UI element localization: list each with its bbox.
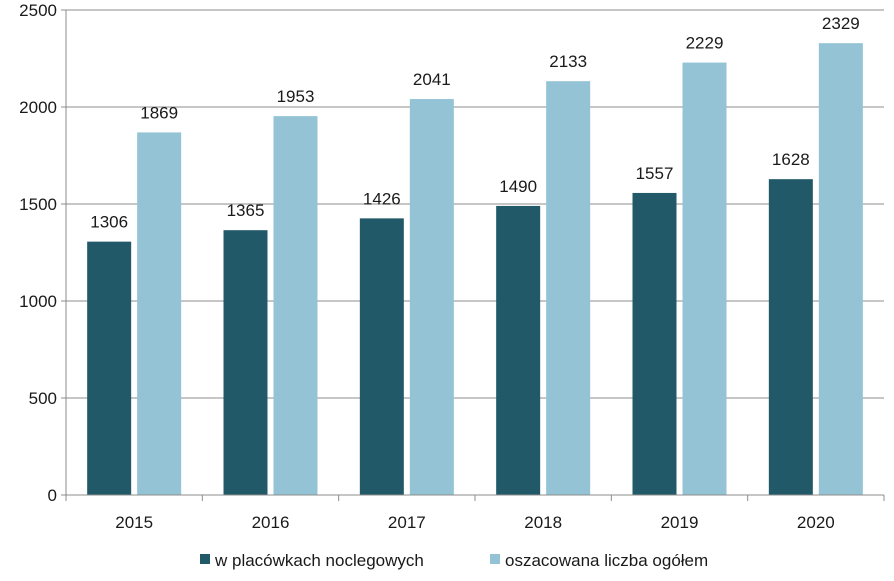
bar xyxy=(223,230,268,495)
bar xyxy=(818,43,863,495)
y-tick-label: 500 xyxy=(29,389,57,408)
data-label: 1953 xyxy=(277,87,315,106)
bar xyxy=(409,99,454,496)
y-tick-label: 1000 xyxy=(19,292,57,311)
legend-swatch xyxy=(200,554,210,564)
bar xyxy=(137,132,182,495)
data-label: 2329 xyxy=(822,14,860,33)
data-label: 1306 xyxy=(90,213,128,232)
x-tick-label: 2016 xyxy=(252,513,290,532)
bar xyxy=(87,241,132,495)
y-tick-label: 2500 xyxy=(19,1,57,20)
y-tick-label: 0 xyxy=(48,486,57,505)
data-label: 1869 xyxy=(140,103,178,122)
legend-label: w placówkach noclegowych xyxy=(214,551,424,570)
data-label: 1365 xyxy=(227,201,265,220)
x-tick-label: 2018 xyxy=(524,513,562,532)
x-axis: 2015 2016 2017 2018 2019 2020 xyxy=(65,494,885,532)
bar xyxy=(682,62,727,495)
x-tick-label: 2019 xyxy=(661,513,699,532)
y-tick-label: 1500 xyxy=(19,195,57,214)
legend-label: oszacowana liczba ogółem xyxy=(505,551,708,570)
bar xyxy=(273,116,318,496)
data-label: 1628 xyxy=(772,150,810,169)
bar xyxy=(546,81,591,495)
gridlines xyxy=(66,9,884,399)
bar-series: 1306 1869 1365 1953 1426 2041 1490 2133 1557 2229… xyxy=(87,14,863,496)
y-tick-label: 2000 xyxy=(19,98,57,117)
legend-swatch xyxy=(490,554,500,564)
x-tick-label: 2020 xyxy=(797,513,835,532)
data-label: 1557 xyxy=(636,164,674,183)
data-label: 2133 xyxy=(549,52,587,71)
legend: w placówkach noclegowych oszacowana liczb… xyxy=(200,551,708,570)
x-tick-label: 2017 xyxy=(388,513,426,532)
data-label: 1426 xyxy=(363,189,401,208)
data-label: 2229 xyxy=(686,34,724,53)
y-axis: 0 500 1000 1500 2000 2500 xyxy=(19,1,67,505)
bar xyxy=(768,179,813,495)
bar xyxy=(632,192,677,495)
data-label: 2041 xyxy=(413,70,451,89)
data-label: 1490 xyxy=(499,177,537,196)
bar xyxy=(496,205,541,495)
x-tick-label: 2015 xyxy=(115,513,153,532)
bar xyxy=(359,218,404,495)
